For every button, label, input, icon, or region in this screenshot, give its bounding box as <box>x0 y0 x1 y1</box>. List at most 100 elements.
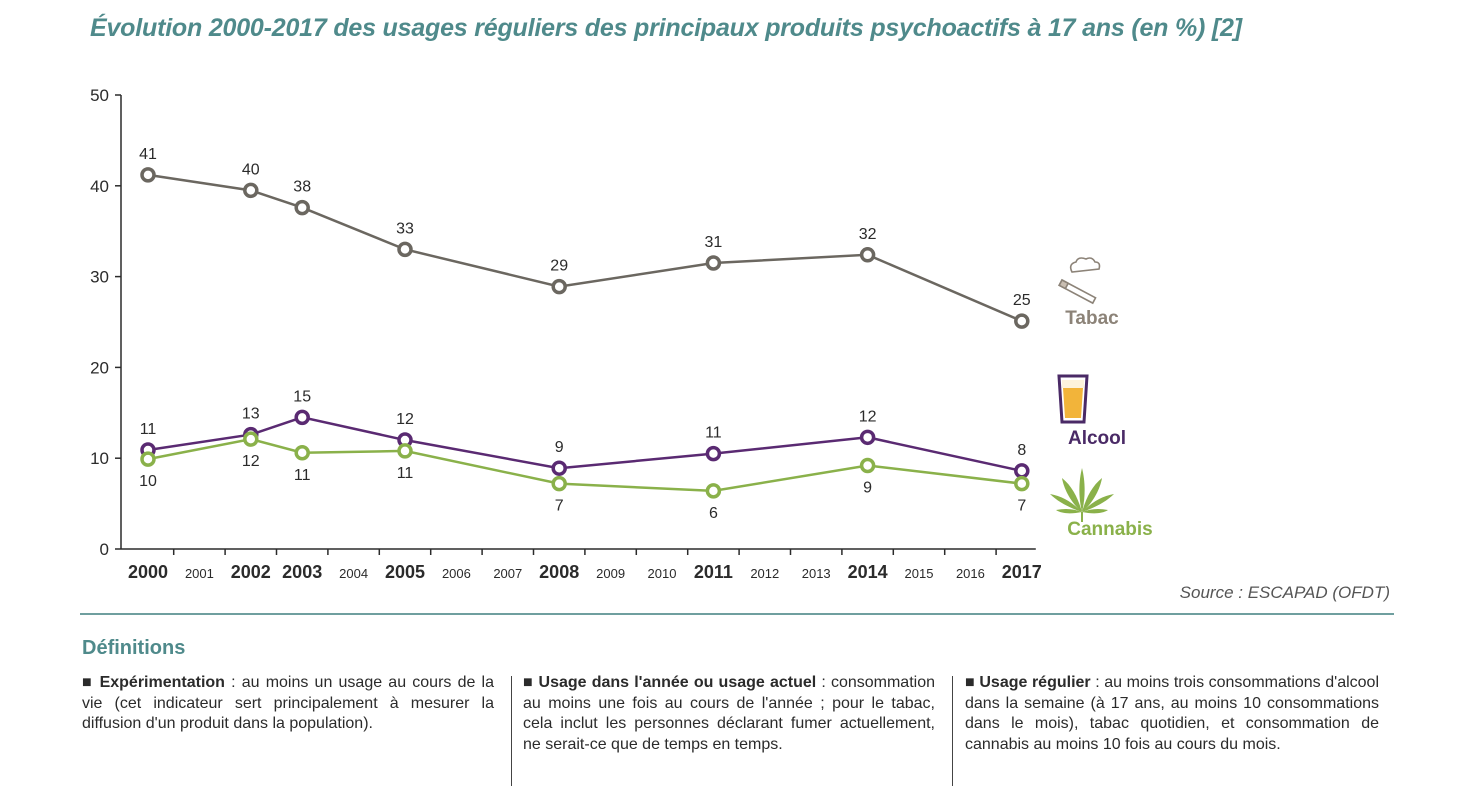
x-tick-label: 2002 <box>231 562 271 582</box>
data-point <box>294 445 310 461</box>
data-label: 10 <box>139 473 157 490</box>
data-label: 31 <box>705 234 723 251</box>
y-tick-label: 0 <box>100 540 109 559</box>
data-label: 9 <box>863 479 872 496</box>
x-tick-label: 2004 <box>339 566 368 581</box>
x-tick-label: 2009 <box>596 566 625 581</box>
data-label: 9 <box>555 439 564 456</box>
chart-axes: 0 10 20 30 40 50 2000 2001 2002 2003 2004 2005 2006 2… <box>90 86 1042 582</box>
data-point <box>859 429 876 446</box>
definitions-title: Définitions <box>82 637 186 659</box>
legend-label-cannabis: Cannabis <box>1067 519 1153 540</box>
data-point <box>294 409 310 426</box>
data-label: 7 <box>1017 498 1026 515</box>
definition-text: : au moins un usage au cours de la vie (… <box>82 674 495 732</box>
series-line-tabac <box>147 173 1023 323</box>
beer-glass-icon <box>1057 374 1089 424</box>
x-tick-label: 2015 <box>905 566 934 581</box>
chart-series: 41 40 38 33 29 31 32 25 11 13 15 12 9 11 12 8 10 12 11 11 7 6… <box>139 146 1031 522</box>
data-label: 12 <box>242 453 260 470</box>
data-label: 11 <box>140 421 157 438</box>
data-label: 38 <box>293 179 311 196</box>
data-point <box>397 443 413 459</box>
series-line-cannabis <box>147 437 1022 493</box>
series-alcool: 11 13 15 12 9 11 12 8 <box>140 388 1030 479</box>
y-tick-label: 10 <box>90 449 109 468</box>
data-point <box>859 457 876 474</box>
x-tick-label: 2012 <box>750 566 779 581</box>
data-point <box>294 199 310 216</box>
x-tick-label: 2006 <box>442 566 471 581</box>
data-point <box>705 445 722 462</box>
data-label: 13 <box>242 406 260 423</box>
x-tick-label: 2011 <box>694 562 733 582</box>
series-cannabis: 10 12 11 11 7 6 9 7 <box>139 431 1030 522</box>
data-label: 11 <box>294 467 311 484</box>
cannabis-leaf-icon <box>1050 468 1114 522</box>
x-tick-label: 2017 <box>1002 562 1042 582</box>
data-label: 29 <box>550 258 568 275</box>
definition-text: : consommation au moins une fois au cour… <box>523 674 936 753</box>
data-label: 11 <box>705 425 722 442</box>
definition-experimentation: ■ Expérimentation : au moins un usage au… <box>82 674 495 732</box>
data-point <box>140 167 156 183</box>
source-note: Source : ESCAPAD (OFDT) <box>1179 583 1390 602</box>
line-chart: 0 10 20 30 40 50 2000 2001 2002 2003 2004 2005 2006 2… <box>90 86 1153 582</box>
data-label: 33 <box>396 220 414 237</box>
y-tick-label: 50 <box>90 86 109 105</box>
series-tabac: 41 40 38 33 29 31 32 25 <box>139 146 1031 329</box>
data-point <box>243 431 259 447</box>
definition-term: Usage dans l'année ou usage actuel <box>538 674 817 691</box>
x-tick-label: 2016 <box>956 566 985 581</box>
legend-label-alcool: Alcool <box>1068 428 1126 449</box>
x-tick-label: 2007 <box>493 566 522 581</box>
data-point <box>140 451 156 467</box>
data-label: 8 <box>1017 442 1026 459</box>
x-tick-label: 2003 <box>282 562 322 582</box>
y-tick-label: 30 <box>90 268 109 287</box>
x-tick-label: 2001 <box>185 566 214 581</box>
data-label: 12 <box>859 408 877 425</box>
series-line-alcool <box>147 416 1023 473</box>
column-separator <box>511 676 512 786</box>
data-label: 32 <box>859 226 877 243</box>
data-label: 12 <box>396 411 414 428</box>
definition-term: Expérimentation <box>99 674 225 691</box>
cigarette-icon <box>1058 257 1101 305</box>
data-point <box>551 278 567 295</box>
column-separator <box>952 676 953 786</box>
data-label: 25 <box>1013 292 1031 309</box>
definition-term: Usage régulier <box>979 674 1091 691</box>
data-label: 6 <box>709 505 718 522</box>
data-point <box>1014 313 1030 329</box>
data-point <box>705 483 722 499</box>
definition-usage-regulier: ■ Usage régulier : au moins trois consom… <box>965 674 1380 753</box>
data-point <box>551 460 567 476</box>
y-tick-label: 40 <box>90 177 109 196</box>
data-point <box>1014 475 1030 492</box>
data-point <box>859 247 876 263</box>
data-label: 40 <box>242 161 260 178</box>
definition-text: : au moins trois consommations d'alcool … <box>965 674 1380 753</box>
chart-legend: Tabac Alcool Cannabis <box>1050 257 1153 540</box>
data-point <box>397 241 413 258</box>
x-tick-label: 2014 <box>848 562 888 582</box>
data-point <box>551 475 567 492</box>
chart-title: Évolution 2000-2017 des usages réguliers… <box>90 14 1242 42</box>
x-tick-label: 2005 <box>385 562 425 582</box>
x-tick-label: 2000 <box>128 562 168 582</box>
x-tick-label: 2010 <box>648 566 677 581</box>
data-label: 41 <box>139 146 157 163</box>
y-tick-label: 20 <box>90 358 109 377</box>
x-tick-label: 2013 <box>802 566 831 581</box>
data-point <box>705 255 722 271</box>
legend-label-tabac: Tabac <box>1065 308 1119 329</box>
divider <box>80 613 1394 615</box>
data-label: 11 <box>397 465 414 482</box>
x-tick-label: 2008 <box>539 562 579 582</box>
data-label: 15 <box>293 388 311 405</box>
data-point <box>1014 463 1030 479</box>
data-point <box>243 182 259 199</box>
data-label: 7 <box>555 498 564 515</box>
definition-usage-annee: ■ Usage dans l'année ou usage actuel : c… <box>523 674 936 753</box>
